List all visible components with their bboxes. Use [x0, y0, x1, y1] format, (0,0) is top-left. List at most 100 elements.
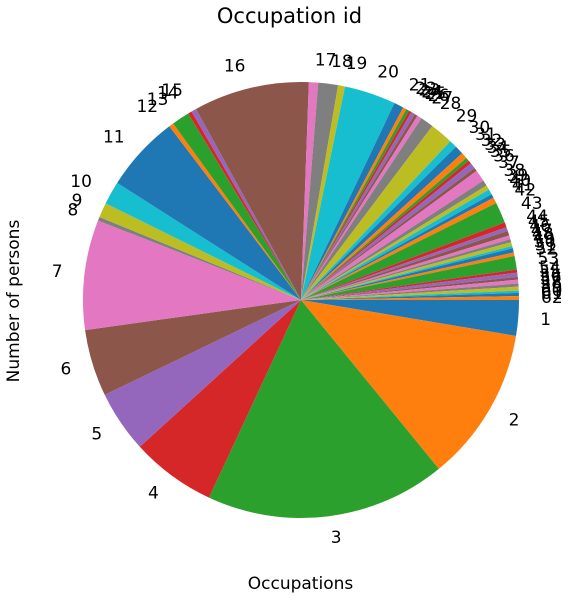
pie-label-2: 2	[509, 411, 520, 431]
pie-label-37: 37	[498, 153, 520, 173]
pie-slice-35	[301, 163, 475, 300]
pie-slice-6	[85, 300, 301, 395]
pie-slice-28	[301, 118, 433, 300]
pie-label-8: 8	[67, 201, 78, 221]
pie-slice-36	[301, 168, 477, 300]
pie-slice-43	[301, 202, 505, 300]
pie-slice-24	[301, 110, 412, 300]
pie-label-48: 48	[532, 225, 554, 245]
pie-label-50: 50	[534, 232, 556, 252]
pie-label-21: 21	[409, 76, 431, 96]
pie-slice-12	[169, 123, 301, 300]
pie-label-12: 12	[136, 97, 158, 117]
pie-slice-25	[301, 112, 415, 300]
pie-label-35: 35	[490, 142, 512, 162]
chart-title: Occupation id	[216, 4, 363, 28]
x-axis-label: Occupations	[247, 574, 354, 594]
pie-slice-3	[208, 300, 439, 518]
pie-slice-50	[301, 245, 513, 300]
pie-slice-17	[301, 82, 319, 300]
pie-slice-8	[97, 216, 301, 300]
pie-label-19: 19	[346, 54, 368, 74]
pie-label-32: 32	[481, 131, 503, 151]
pie-label-17: 17	[315, 50, 337, 70]
pie-label-62: 62	[541, 288, 563, 308]
pie-label-16: 16	[224, 57, 246, 77]
pie-slice-30	[301, 141, 456, 300]
pie-label-10: 10	[70, 172, 92, 192]
pie-label-20: 20	[377, 62, 399, 82]
pie-label-43: 43	[521, 194, 543, 214]
pie-slice-32	[301, 153, 467, 300]
pie-slice-1	[301, 300, 519, 336]
pie-label-1: 1	[540, 310, 551, 330]
pie-slice-39	[301, 185, 489, 300]
pie-label-26: 26	[428, 86, 450, 106]
pie-slice-7	[82, 220, 301, 331]
pie-slice-16	[195, 81, 309, 300]
pie-slice-57	[301, 279, 519, 300]
pie-label-40: 40	[509, 171, 531, 191]
pie-slice-2	[301, 300, 517, 469]
pie-slice-58	[301, 283, 519, 300]
pie-label-13: 13	[147, 90, 169, 110]
pie-label-47: 47	[531, 221, 553, 241]
pie-slice-55	[301, 272, 518, 300]
pie-label-44: 44	[526, 207, 548, 227]
pie-label-55: 55	[539, 262, 561, 282]
pie-label-30: 30	[469, 118, 491, 138]
pie-label-56: 56	[540, 266, 562, 286]
pie-slice-46	[301, 230, 510, 300]
pie-slice-56	[301, 276, 519, 300]
pie-label-29: 29	[456, 107, 478, 127]
pie-label-24: 24	[421, 82, 443, 102]
pie-label-54: 54	[539, 258, 561, 278]
pie-label-34: 34	[487, 138, 509, 158]
pie-slice-18	[301, 82, 339, 301]
pie-label-51: 51	[535, 235, 557, 255]
pie-label-11: 11	[103, 127, 125, 147]
pie-label-59: 59	[541, 278, 563, 298]
pie-label-60: 60	[541, 281, 563, 301]
pie-label-4: 4	[148, 483, 159, 503]
pie-label-38: 38	[504, 161, 526, 181]
pie-label-57: 57	[540, 270, 562, 290]
pie-slice-10	[105, 182, 301, 300]
pie-label-18: 18	[331, 52, 353, 72]
pie-slice-52	[301, 252, 515, 300]
pie-slice-49	[301, 242, 513, 300]
pie-slice-21	[301, 103, 404, 300]
pie-label-61: 61	[541, 284, 563, 304]
pie-slice-38	[301, 180, 487, 300]
pie-slice-33	[301, 157, 469, 300]
pie-slice-51	[301, 248, 514, 300]
pie-slice-41	[301, 194, 494, 300]
pie-label-53: 53	[538, 249, 560, 269]
pie-label-23: 23	[419, 81, 441, 101]
pie-slice-14	[188, 111, 301, 300]
pie-slice-44	[301, 222, 507, 300]
pie-slice-20	[301, 86, 395, 300]
pie-slice-37	[301, 170, 484, 300]
pie-slice-47	[301, 235, 511, 300]
pie-label-14: 14	[157, 84, 179, 104]
pie-slice-34	[301, 160, 471, 300]
pie-label-25: 25	[425, 84, 447, 104]
pie-label-41: 41	[512, 176, 534, 196]
pie-slice-9	[99, 203, 301, 300]
pie-slice-15	[191, 108, 301, 301]
pie-slice-4	[139, 300, 301, 498]
pie-label-3: 3	[331, 528, 342, 548]
pie-slice-23	[301, 109, 410, 301]
pie-label-9: 9	[72, 191, 83, 211]
pie-slice-48	[301, 239, 512, 300]
pie-label-15: 15	[161, 81, 183, 101]
pie-slice-62	[301, 296, 519, 300]
pie-label-7: 7	[52, 262, 63, 282]
pie-label-28: 28	[440, 94, 462, 114]
pie-label-46: 46	[529, 216, 551, 236]
pie-label-33: 33	[484, 135, 506, 155]
pie-label-31: 31	[475, 125, 497, 145]
